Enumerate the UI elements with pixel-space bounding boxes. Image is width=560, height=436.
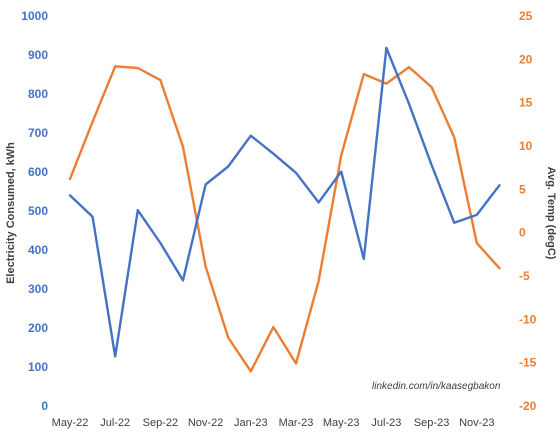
right-tick-label: 20 [519, 52, 533, 66]
x-tick-label: Sep-22 [143, 417, 178, 429]
left-tick-label: 1000 [21, 9, 48, 23]
right-axis-title: Avg. Temp (degC) [545, 167, 557, 260]
right-tick-label: -10 [519, 312, 537, 326]
left-tick-label: 200 [28, 321, 48, 335]
x-tick-label: Mar-23 [279, 417, 314, 429]
right-tick-label: -15 [519, 356, 537, 370]
x-tick-label: May-22 [52, 417, 89, 429]
left-tick-label: 900 [28, 48, 48, 62]
right-tick-label: 0 [519, 226, 526, 240]
temperature-series-line [68, 65, 501, 373]
x-tick-label: Sep-23 [414, 417, 449, 429]
left-tick-label: 0 [41, 399, 48, 413]
right-tick-label: 25 [519, 9, 533, 23]
left-tick-label: 600 [28, 165, 48, 179]
left-tick-label: 100 [28, 360, 48, 374]
series-lines [68, 46, 501, 373]
left-axis-ticks: 0 100 200 300 400 500 600 700 800 900 1000 [21, 9, 48, 413]
x-axis-ticks: May-22 Jul-22 Sep-22 Nov-22 Jan-23 Mar-23 May-… [52, 417, 495, 429]
x-tick-label: Jul-23 [371, 417, 401, 429]
left-tick-label: 800 [28, 87, 48, 101]
right-tick-label: 5 [519, 182, 526, 196]
right-tick-label: 15 [519, 96, 533, 110]
left-tick-label: 700 [28, 126, 48, 140]
x-tick-label: May-23 [323, 417, 360, 429]
right-tick-label: 10 [519, 139, 533, 153]
left-tick-label: 500 [28, 204, 48, 218]
left-tick-label: 300 [28, 282, 48, 296]
left-axis-title: Electricity Consumed, kWh [5, 142, 17, 284]
x-tick-label: Jul-22 [100, 417, 130, 429]
x-tick-label: Nov-23 [459, 417, 494, 429]
right-axis-ticks: -20 -15 -10 -5 0 5 10 15 20 25 [519, 9, 537, 413]
x-tick-label: Jan-23 [234, 417, 268, 429]
x-tick-label: Nov-22 [188, 417, 223, 429]
watermark-annotation: linkedin.com/in/kaasegbakon [372, 381, 501, 392]
right-tick-label: -20 [519, 399, 537, 413]
electricity-series-line [68, 46, 501, 358]
left-tick-label: 400 [28, 243, 48, 257]
right-tick-label: -5 [519, 269, 530, 283]
